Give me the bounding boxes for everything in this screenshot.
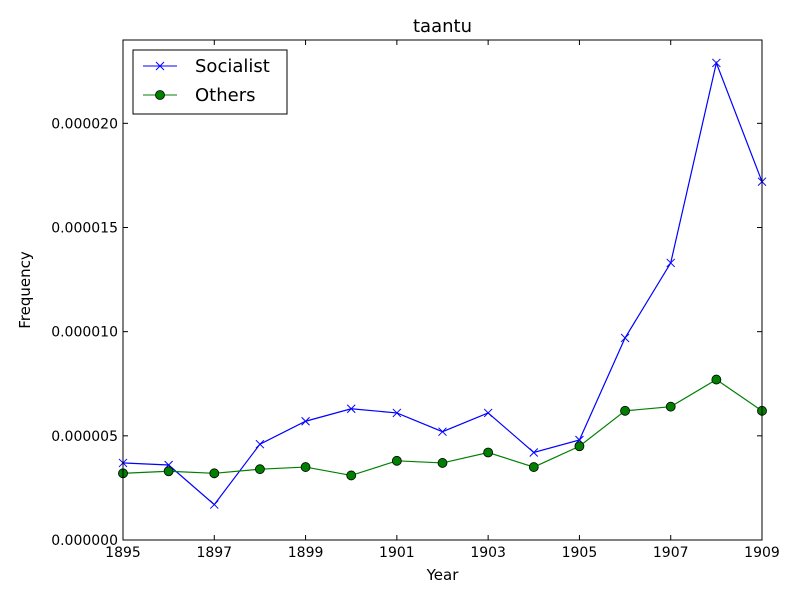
legend-box bbox=[132, 49, 288, 115]
data-point-socialist bbox=[346, 404, 356, 414]
x-tick-label: 1903 bbox=[470, 545, 506, 561]
data-point-others bbox=[574, 441, 585, 452]
data-point-others bbox=[391, 455, 402, 466]
data-point-socialist bbox=[483, 408, 493, 418]
data-point-others bbox=[437, 458, 448, 468]
data-point-socialist bbox=[301, 416, 310, 426]
data-point-others bbox=[346, 470, 357, 481]
x-tick-label: 1907 bbox=[653, 545, 689, 561]
y-tick-label: 0.000005 bbox=[51, 429, 118, 445]
data-point-others bbox=[300, 462, 311, 472]
data-point-others bbox=[163, 466, 174, 477]
data-point-others bbox=[209, 468, 220, 479]
x-tick-label: 1901 bbox=[379, 545, 415, 561]
data-point-others bbox=[483, 447, 494, 458]
data-point-socialist bbox=[620, 333, 630, 343]
data-point-others bbox=[620, 405, 630, 416]
y-tick-label: 0.000000 bbox=[51, 533, 118, 549]
data-point-socialist bbox=[255, 439, 265, 449]
data-point-socialist bbox=[529, 448, 539, 457]
data-point-socialist bbox=[666, 258, 676, 268]
x-tick-label: 1899 bbox=[288, 545, 324, 561]
plot-frame bbox=[122, 39, 763, 541]
legend-socialist-marker bbox=[155, 61, 165, 71]
x-tick-label: 1895 bbox=[105, 545, 141, 561]
legend-others-label: Others bbox=[195, 85, 256, 106]
legend-socialist-label: Socialist bbox=[195, 56, 270, 77]
data-point-socialist bbox=[712, 58, 721, 68]
y-tick-label: 0.000010 bbox=[51, 325, 118, 341]
x-axis-label: Year bbox=[426, 566, 460, 584]
data-point-socialist bbox=[392, 408, 402, 418]
ticks-layer: 1895 1897 1899 1901 1903 1905 1907 1909 0.000000… bbox=[51, 40, 780, 561]
series-line-socialist bbox=[122, 60, 763, 506]
data-point-others bbox=[711, 374, 722, 385]
legend: Socialist Others bbox=[132, 49, 288, 115]
y-axis-label: Frequency bbox=[16, 251, 34, 329]
data-point-socialist bbox=[438, 427, 447, 437]
y-tick-label: 0.000020 bbox=[51, 116, 118, 132]
chart-title: taantu bbox=[413, 16, 472, 37]
data-point-others bbox=[255, 464, 265, 475]
data-point-others bbox=[528, 462, 539, 472]
series-layer bbox=[118, 58, 767, 509]
x-tick-label: 1897 bbox=[196, 545, 232, 561]
x-tick-label: 1905 bbox=[562, 545, 598, 561]
data-point-socialist bbox=[209, 500, 219, 509]
x-tick-label: 1909 bbox=[744, 545, 780, 561]
data-point-others bbox=[665, 401, 676, 412]
y-tick-label: 0.000015 bbox=[51, 221, 118, 237]
legend-others-marker bbox=[155, 90, 165, 100]
